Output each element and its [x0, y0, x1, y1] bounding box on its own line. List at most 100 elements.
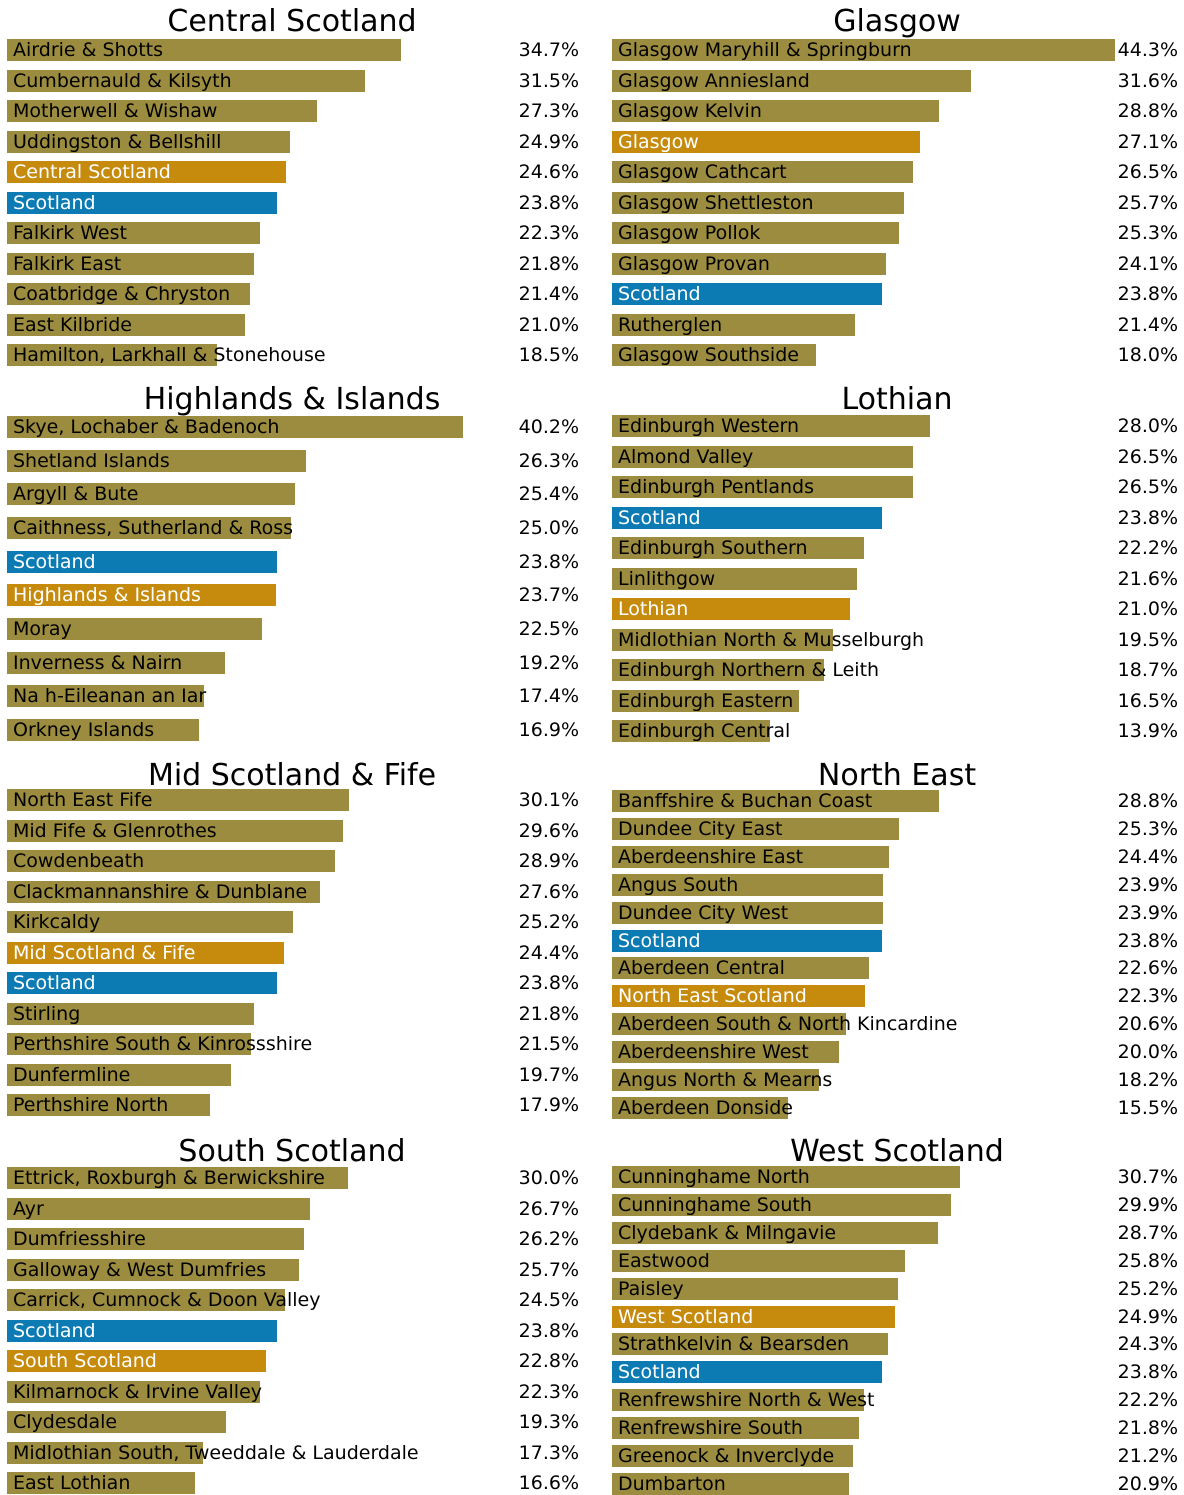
value-label: 23.7% — [518, 584, 579, 606]
value-label: 34.7% — [518, 39, 579, 61]
bar — [612, 598, 850, 620]
bar-label: Aberdeen South & North Kincardine — [618, 1013, 958, 1035]
bar-label: Kirkcaldy — [13, 911, 101, 933]
value-label: 22.3% — [518, 1381, 579, 1403]
bar-label: Aberdeenshire West — [618, 1041, 809, 1063]
bar — [612, 1069, 819, 1091]
bar-label: Aberdeen Donside — [618, 1097, 793, 1119]
bar-label: Glasgow Kelvin — [618, 100, 762, 122]
bar — [7, 1033, 251, 1055]
bar-label: Caithness, Sutherland & Ross — [13, 517, 294, 539]
bar — [7, 685, 204, 707]
bar-label: Aberdeen Central — [618, 957, 785, 979]
bar-label: Hamilton, Larkhall & Stonehouse — [13, 344, 326, 366]
bar-label: Dumfriesshire — [13, 1228, 146, 1250]
value-label: 26.5% — [1117, 446, 1178, 468]
value-label: 21.4% — [1117, 314, 1178, 336]
bar-label: Perthshire South & Kinrossshire — [13, 1033, 313, 1055]
bar-label: Clackmannanshire & Dunblane — [13, 881, 308, 903]
bar-label: Edinburgh Southern — [618, 537, 808, 559]
bar-label: Scotland — [618, 283, 701, 305]
value-label: 24.9% — [518, 131, 579, 153]
bar — [612, 1041, 839, 1063]
value-label: 25.2% — [1117, 1278, 1178, 1300]
value-label: 23.8% — [518, 972, 579, 994]
bar-label: Renfrewshire North & West — [618, 1389, 875, 1411]
bar-label: Orkney Islands — [13, 719, 155, 741]
panel-title: Mid Scotland & Fife — [147, 758, 437, 793]
bar-label: Clydebank & Milngavie — [618, 1222, 837, 1244]
bar — [612, 846, 889, 868]
bar — [7, 39, 401, 61]
bar — [612, 537, 864, 559]
bar — [7, 483, 295, 505]
bar — [7, 314, 245, 336]
value-label: 30.1% — [518, 789, 579, 811]
bar — [7, 1198, 310, 1220]
value-label: 25.7% — [1117, 192, 1178, 214]
bar-label: Carrick, Cumnock & Doon Valley — [13, 1289, 321, 1311]
panel-title: Highlands & Islands — [143, 382, 441, 417]
bar-label: Glasgow Southside — [618, 344, 799, 366]
bar-label: North East Fife — [13, 789, 153, 811]
bar-label: Scotland — [618, 930, 701, 952]
value-label: 26.5% — [1117, 161, 1178, 183]
bar — [612, 1306, 895, 1328]
value-label: 24.4% — [518, 942, 579, 964]
value-label: 15.5% — [1117, 1097, 1178, 1119]
bar — [7, 1094, 210, 1116]
value-label: 23.8% — [518, 551, 579, 573]
value-label: 23.8% — [1117, 507, 1178, 529]
bar-label: Glasgow — [618, 131, 699, 153]
panel-title: Glasgow — [833, 4, 961, 39]
bar-label: Angus South — [618, 874, 739, 896]
bar — [612, 1333, 888, 1355]
value-label: 26.7% — [518, 1198, 579, 1220]
value-label: 40.2% — [518, 416, 579, 438]
bar — [7, 618, 262, 640]
bar — [612, 222, 899, 244]
value-label: 22.3% — [518, 222, 579, 244]
value-label: 22.6% — [1117, 957, 1178, 979]
bar-label: Glasgow Shettleston — [618, 192, 814, 214]
bar — [7, 1472, 195, 1494]
value-label: 13.9% — [1117, 720, 1178, 742]
bar-label: Cowdenbeath — [13, 850, 145, 872]
value-label: 24.1% — [1117, 253, 1178, 275]
bar — [7, 820, 343, 842]
value-label: 20.9% — [1117, 1473, 1178, 1495]
value-label: 19.5% — [1117, 629, 1178, 651]
bar-label: Banffshire & Buchan Coast — [618, 790, 873, 812]
bar-label: Argyll & Bute — [13, 483, 139, 505]
bar — [612, 1166, 960, 1188]
value-label: 28.0% — [1117, 415, 1178, 437]
bar — [612, 1473, 849, 1495]
bar — [7, 161, 286, 183]
value-label: 19.7% — [518, 1064, 579, 1086]
bar-label: Cumbernauld & Kilsyth — [13, 70, 232, 92]
bar — [612, 1194, 951, 1216]
value-label: 28.8% — [1117, 790, 1178, 812]
bar-label: Angus North & Mearns — [618, 1069, 833, 1091]
bar-label: Kilmarnock & Irvine Valley — [13, 1381, 263, 1403]
bar-label: Edinburgh Northern & Leith — [618, 659, 880, 681]
bar — [7, 789, 349, 811]
bar-label: Highlands & Islands — [13, 584, 201, 606]
bar — [612, 568, 857, 590]
value-label: 27.3% — [518, 100, 579, 122]
bar — [7, 584, 276, 606]
bar — [7, 222, 260, 244]
bar — [612, 476, 913, 498]
bar-label: Glasgow Anniesland — [618, 70, 810, 92]
bar-label: Dumbarton — [618, 1473, 726, 1495]
bar — [612, 100, 939, 122]
bar-label: Coatbridge & Chryston — [13, 283, 231, 305]
bar — [612, 1361, 882, 1383]
bar-label: Airdrie & Shotts — [13, 39, 164, 61]
value-label: 16.9% — [518, 719, 579, 741]
value-label: 21.8% — [518, 1003, 579, 1025]
bar — [7, 416, 463, 438]
bar — [612, 131, 920, 153]
bar — [612, 985, 865, 1007]
panel-title: South Scotland — [178, 1134, 406, 1169]
